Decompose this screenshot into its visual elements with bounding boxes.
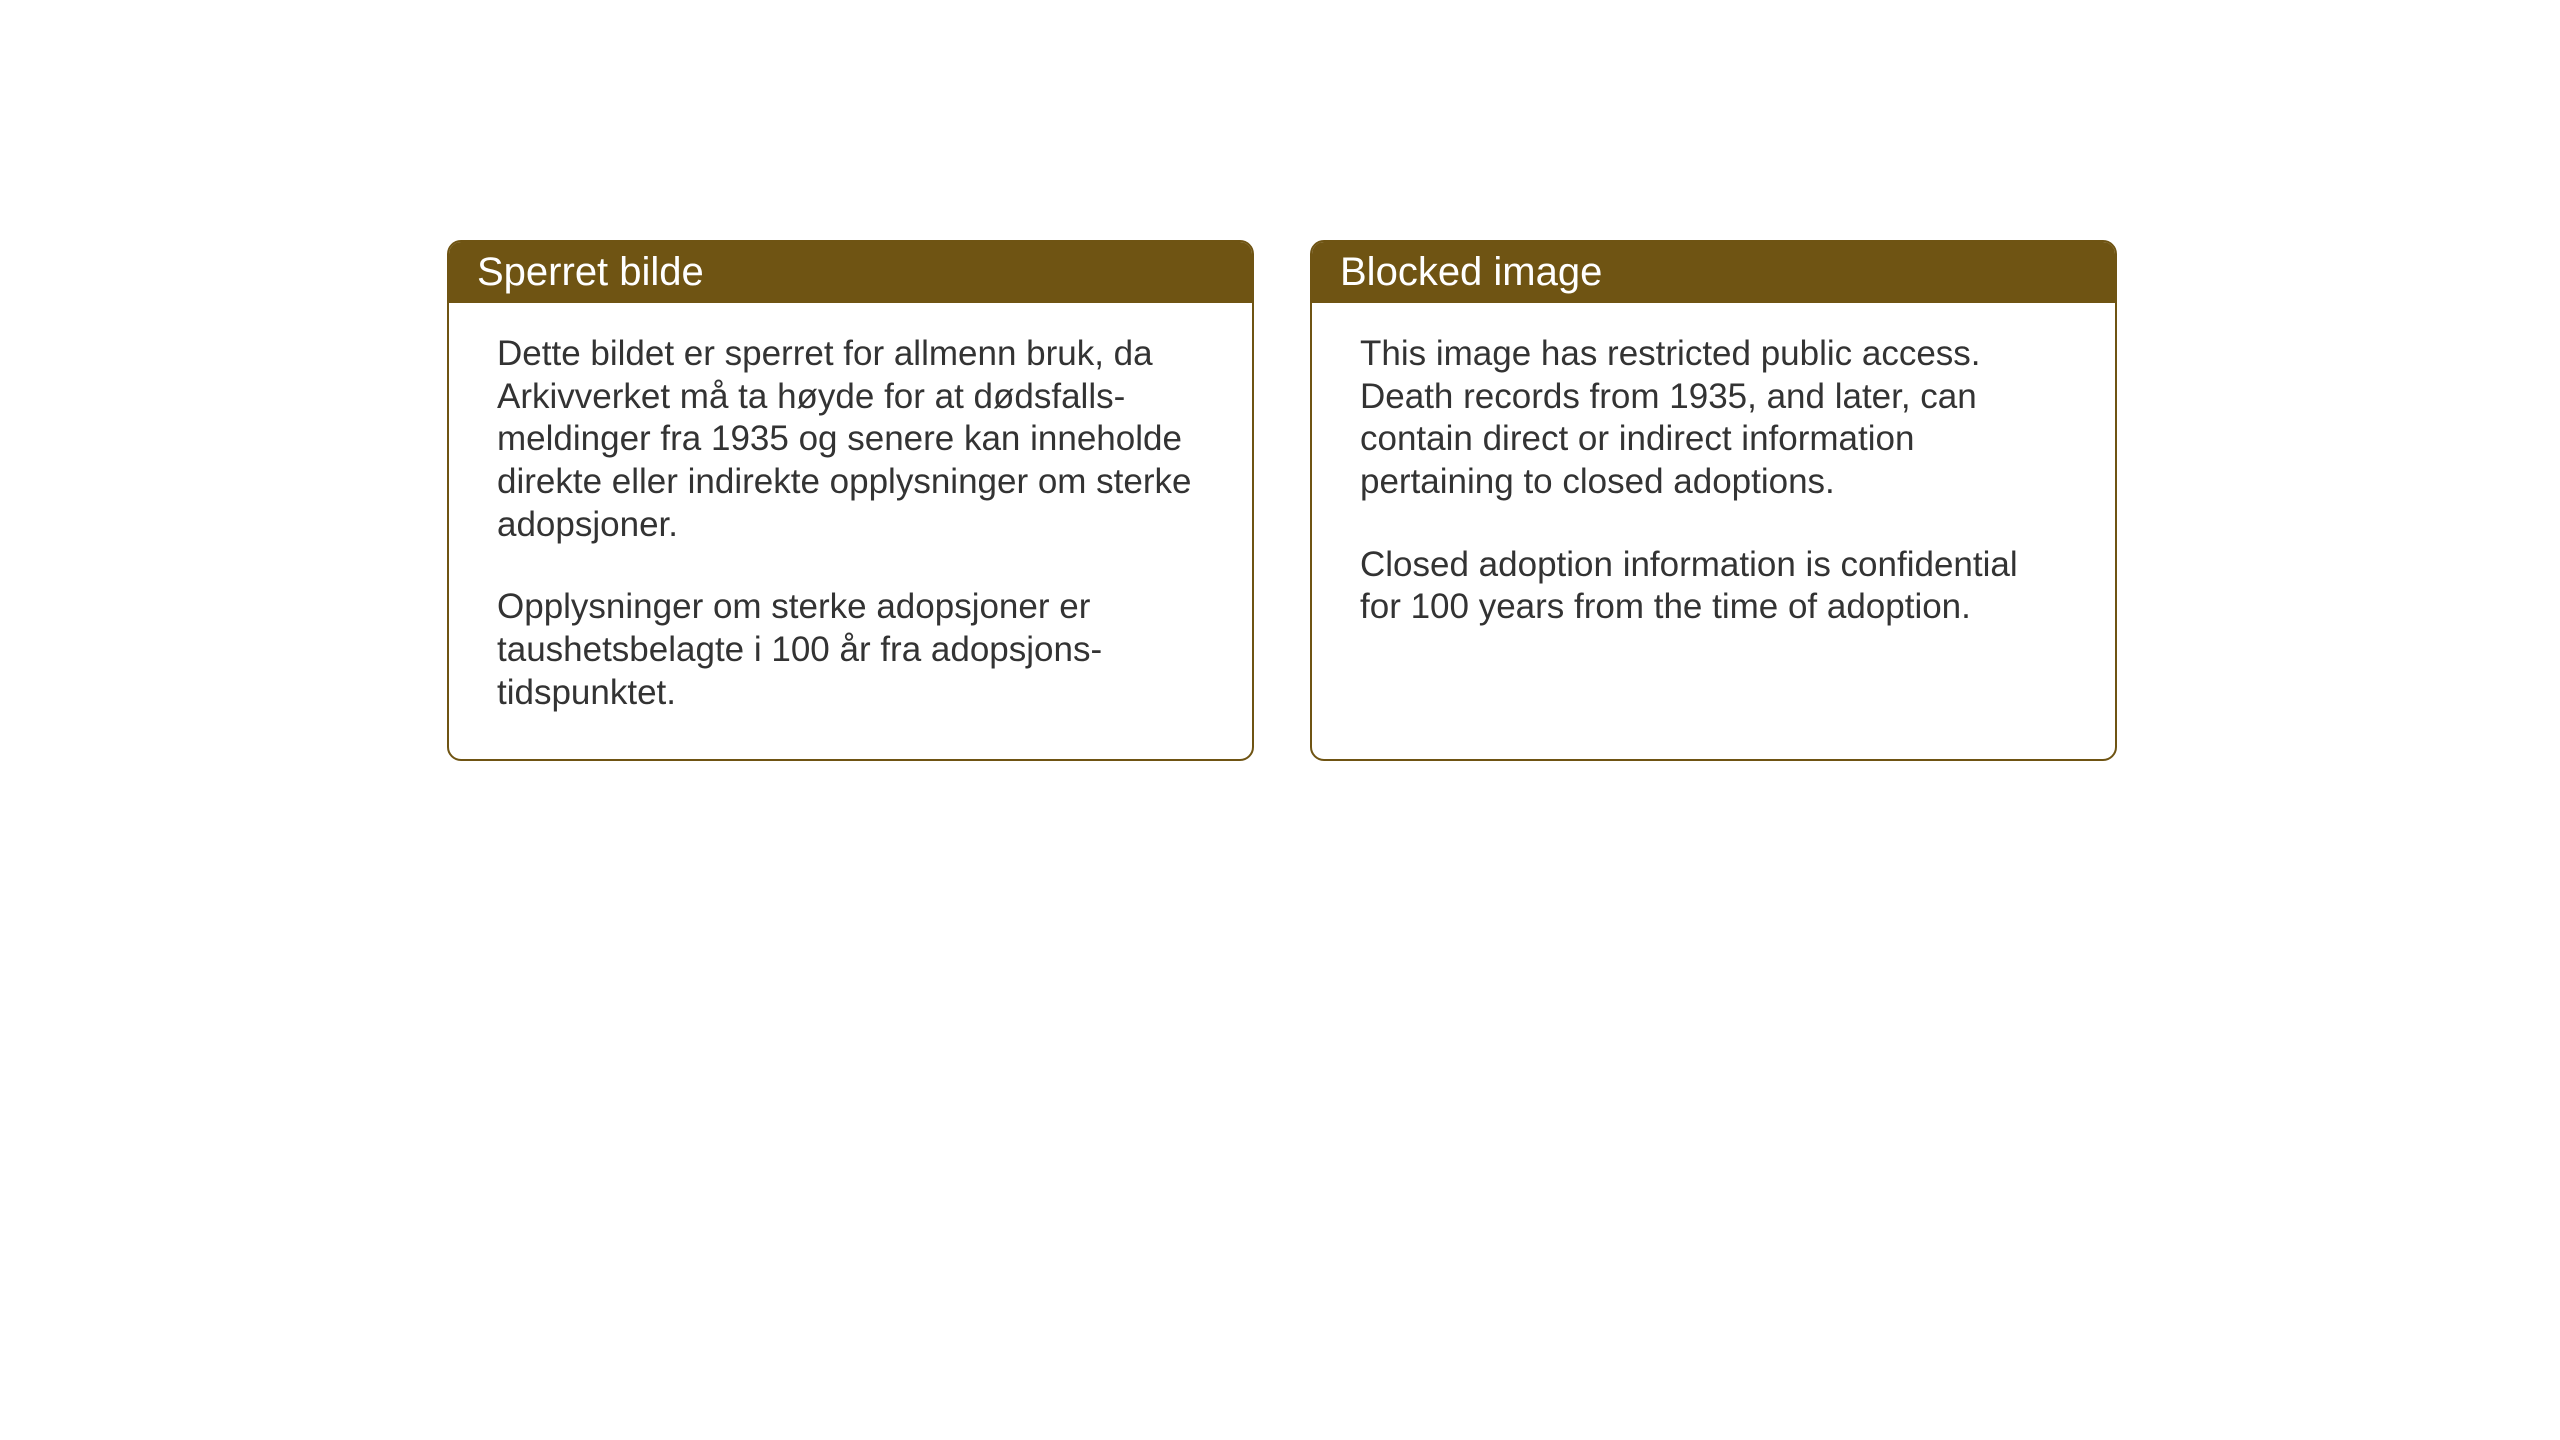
notice-container: Sperret bilde Dette bildet er sperret fo… — [447, 240, 2117, 761]
notice-body-norwegian: Dette bildet er sperret for allmenn bruk… — [449, 303, 1252, 759]
notice-box-english: Blocked image This image has restricted … — [1310, 240, 2117, 761]
notice-header-norwegian: Sperret bilde — [449, 242, 1252, 303]
notice-paragraph: This image has restricted public access.… — [1360, 333, 2067, 504]
notice-paragraph: Closed adoption information is confident… — [1360, 544, 2067, 629]
notice-paragraph: Dette bildet er sperret for allmenn bruk… — [497, 333, 1204, 546]
notice-box-norwegian: Sperret bilde Dette bildet er sperret fo… — [447, 240, 1254, 761]
notice-paragraph: Opplysninger om sterke adopsjoner er tau… — [497, 586, 1204, 714]
notice-body-english: This image has restricted public access.… — [1312, 303, 2115, 673]
notice-header-english: Blocked image — [1312, 242, 2115, 303]
